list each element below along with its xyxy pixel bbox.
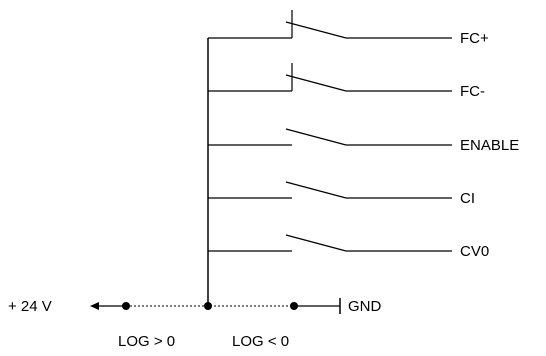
supply-label: + 24 V <box>8 298 52 315</box>
switch-row: CV0 <box>208 234 489 260</box>
switch-label: FC- <box>460 83 485 100</box>
log-pos-junction-dot <box>122 302 130 310</box>
switch-blade <box>285 181 347 199</box>
switch-row: FC+ <box>208 10 489 47</box>
switch-blade <box>285 74 347 92</box>
switch-label: ENABLE <box>460 137 519 154</box>
switch-row: FC- <box>208 63 485 100</box>
switch-blade <box>285 21 347 39</box>
switch-label: CV0 <box>460 243 489 260</box>
bus-junction-dot <box>204 302 212 310</box>
switch-label: CI <box>460 190 475 207</box>
switch-group: FC+ FC- ENABLE CI CV0 <box>208 10 519 260</box>
switch-label: FC+ <box>460 30 489 47</box>
switch-row: CI <box>208 181 475 207</box>
switch-blade <box>285 234 347 252</box>
gnd-label: GND <box>348 298 382 315</box>
switch-blade <box>285 128 347 146</box>
log-neg-junction-dot <box>290 302 298 310</box>
switch-row: ENABLE <box>208 128 519 154</box>
supply-arrow-icon <box>90 302 99 310</box>
log-pos-label: LOG > 0 <box>118 333 175 350</box>
log-neg-label: LOG < 0 <box>232 333 289 350</box>
